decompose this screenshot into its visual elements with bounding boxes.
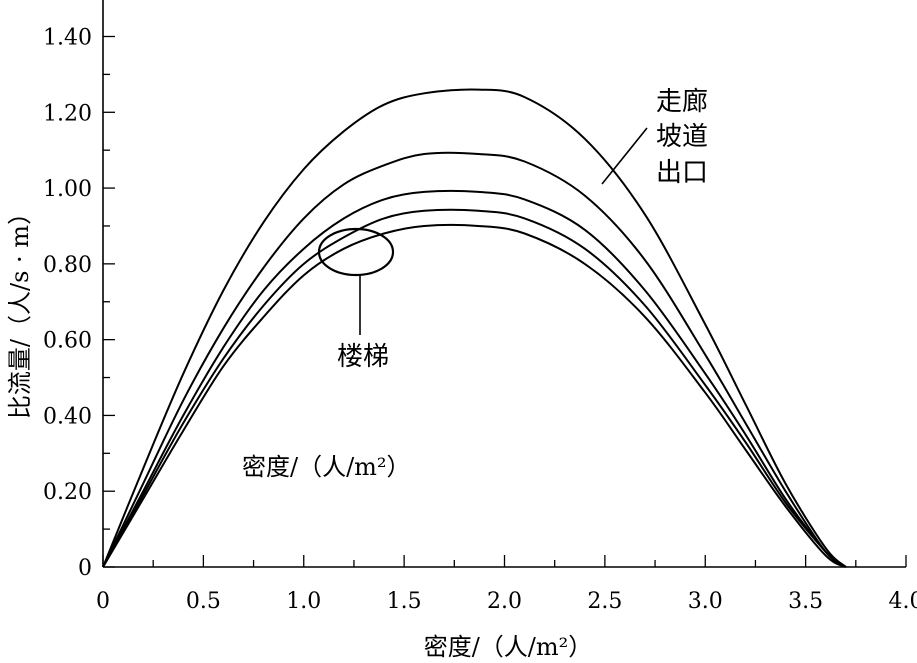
flow-curve-5 xyxy=(102,224,847,568)
ticks xyxy=(102,35,907,568)
stairs-callout: 楼梯 xyxy=(317,227,395,372)
upper-group-leader-line xyxy=(601,127,648,185)
flow-curve-1 xyxy=(102,88,847,568)
y-tick-label: 1.40 xyxy=(43,26,92,51)
x-tick-label: 3.0 xyxy=(688,589,723,614)
y-tick-label: 0 xyxy=(78,556,92,581)
y-tick-label: 0.60 xyxy=(43,329,92,354)
y-axis-title: 比流量/（人/s · m） xyxy=(6,201,34,419)
y-tick-label: 1.20 xyxy=(43,101,92,126)
stairs-label: 楼梯 xyxy=(337,342,389,372)
x-axis-title: 密度/（人/m²） xyxy=(424,633,593,661)
y-tick-label: 0.80 xyxy=(43,253,92,278)
flow-curve-2 xyxy=(102,151,847,568)
tick-labels: 0 0.5 1.0 1.5 2.0 2.5 3.0 3.5 4.0 0 0.20 0.40 0.60 0.… xyxy=(43,26,917,615)
stairs-ellipse xyxy=(317,227,395,277)
upper-group-callout: 走廊 坡道 出口 xyxy=(601,87,708,188)
label-ramp: 坡道 xyxy=(656,122,708,152)
y-tick-label: 0.40 xyxy=(43,404,92,429)
x-tick-label: 0.5 xyxy=(186,589,221,614)
x-tick-label: 3.5 xyxy=(788,589,823,614)
x-tick-label: 0 xyxy=(96,589,110,614)
x-tick-label: 1.0 xyxy=(286,589,321,614)
x-tick-label: 1.5 xyxy=(387,589,422,614)
inner-density-label: 密度/（人/m²） xyxy=(242,453,411,481)
label-exit: 出口 xyxy=(656,158,708,188)
x-tick-label: 2.5 xyxy=(587,589,622,614)
flow-curve-4 xyxy=(102,208,847,568)
flow-curve-3 xyxy=(102,189,847,568)
y-tick-label: 0.20 xyxy=(43,480,92,505)
label-corridor: 走廊 xyxy=(656,87,708,117)
x-tick-label: 2.0 xyxy=(487,589,522,614)
flow-curves xyxy=(102,88,847,568)
x-tick-label: 4.0 xyxy=(889,589,917,614)
y-tick-label: 1.00 xyxy=(43,177,92,202)
